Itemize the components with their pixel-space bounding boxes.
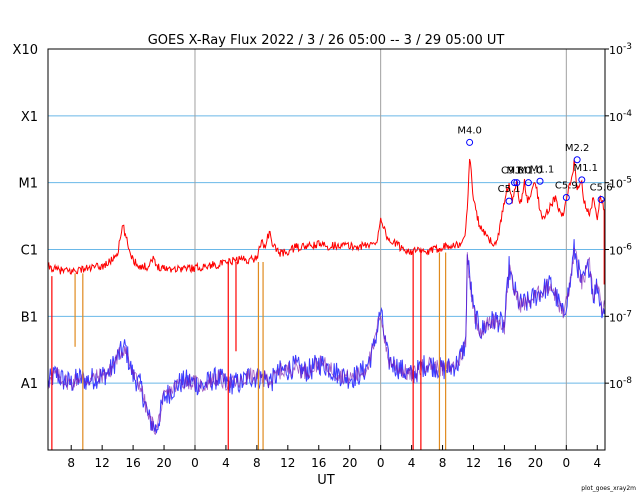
- flare-label: C5.9: [555, 180, 578, 191]
- tick-base: 10: [609, 44, 623, 57]
- x-tick-label: 4: [593, 456, 601, 470]
- x-tick-label: 12: [280, 456, 295, 470]
- overlap-trace-line: [47, 247, 606, 436]
- x-tick-label: 20: [528, 456, 543, 470]
- flare-label: M1.0: [507, 166, 532, 177]
- tick-exponent: -7: [623, 309, 632, 319]
- right-tick-label: 10-4: [609, 109, 632, 124]
- short-channel-line: [47, 239, 606, 434]
- class-label: A1: [21, 377, 38, 392]
- class-label: M1: [19, 177, 39, 192]
- flare-label: C9.8: [501, 166, 524, 177]
- tick-base: 10: [609, 178, 623, 191]
- data-layer: [47, 158, 606, 450]
- class-label: X1: [21, 110, 38, 125]
- flare-marker: [513, 179, 521, 187]
- x-tick-label: 12: [95, 456, 110, 470]
- flare-marker: [562, 193, 570, 201]
- right-tick-label: 10-8: [609, 376, 632, 391]
- flare-label: M2.2: [565, 143, 590, 154]
- x-tick-label: 20: [156, 456, 171, 470]
- tick-base: 10: [609, 378, 623, 391]
- flare-marker: [510, 179, 518, 187]
- flare-label: M1.1: [530, 164, 555, 175]
- class-label: C1: [21, 244, 38, 259]
- right-tick-label: 10-5: [609, 176, 632, 191]
- x-tick-label: 12: [466, 456, 481, 470]
- flare-label: C5.1: [498, 184, 521, 195]
- tick-exponent: -6: [623, 243, 632, 253]
- class-label: B1: [21, 310, 38, 325]
- flare-marker: [578, 176, 586, 184]
- tick-base: 10: [609, 245, 623, 258]
- x-tick-label: 8: [439, 456, 447, 470]
- x-tick-label: 8: [67, 456, 75, 470]
- x-axis-label: UT: [317, 473, 335, 488]
- flare-marker: [524, 179, 532, 187]
- flare-marker: [505, 197, 513, 205]
- x-tick-label: 16: [497, 456, 512, 470]
- tick-exponent: -5: [623, 176, 632, 186]
- chart-title: GOES X-Ray Flux 2022 / 3 / 26 05:00 -- 3…: [148, 33, 505, 48]
- tick-exponent: -8: [623, 376, 632, 386]
- tick-base: 10: [609, 311, 623, 324]
- right-tick-label: 10-3: [609, 42, 632, 57]
- x-tick-label: 8: [253, 456, 261, 470]
- x-tick-label: 16: [311, 456, 326, 470]
- flare-label: M4.0: [457, 125, 482, 136]
- x-tick-label: 0: [377, 456, 385, 470]
- long-channel-line: [47, 158, 606, 275]
- flare-marker-layer: M4.0C5.1C9.8M1.0M1.0M1.1C5.9M2.2M1.1C5.6: [457, 125, 613, 205]
- right-tick-label: 10-6: [609, 243, 632, 258]
- flare-label: M1.0: [518, 166, 543, 177]
- flare-marker: [536, 177, 544, 185]
- flare-label: M1.1: [574, 163, 599, 174]
- class-label: X10: [13, 43, 38, 58]
- tick-exponent: -4: [623, 109, 632, 119]
- flare-marker: [597, 195, 605, 203]
- grid-layer: [48, 49, 605, 450]
- flare-label: C5.6: [590, 182, 613, 193]
- x-tick-label: 16: [125, 456, 140, 470]
- x-tick-label: 0: [191, 456, 199, 470]
- x-tick-label: 4: [222, 456, 230, 470]
- x-tick-label: 20: [342, 456, 357, 470]
- tick-base: 10: [609, 111, 623, 124]
- x-tick-label: 4: [408, 456, 416, 470]
- right-tick-label: 10-7: [609, 309, 632, 324]
- x-tick-label: 0: [562, 456, 570, 470]
- flare-marker: [466, 138, 474, 146]
- tick-exponent: -3: [623, 42, 632, 52]
- flare-marker: [573, 156, 581, 164]
- footer-label: plot_goes_xray2m: [581, 485, 636, 492]
